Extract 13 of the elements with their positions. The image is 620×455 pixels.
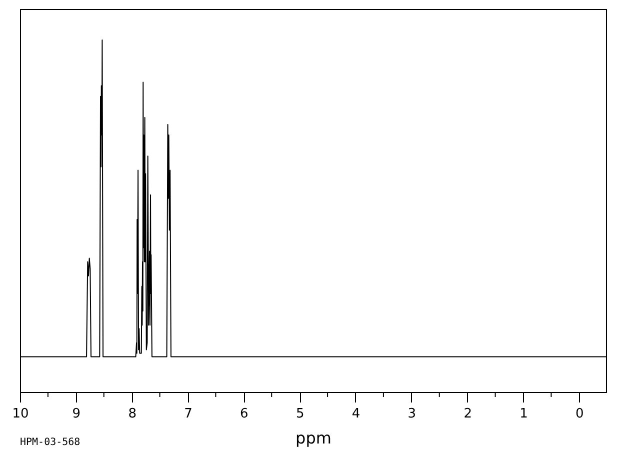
- x-tick-label: 2: [464, 406, 472, 422]
- x-axis-title: ppm: [296, 428, 332, 448]
- text: HPM-03-568: [20, 437, 80, 449]
- x-tick-label: 4: [352, 406, 360, 422]
- x-tick-label: 1: [520, 406, 528, 422]
- x-tick-label: 9: [72, 406, 81, 422]
- x-tick-label: 8: [128, 406, 136, 422]
- x-tick-label: 7: [184, 406, 192, 422]
- x-tick-label: 10: [12, 406, 29, 422]
- x-tick-label: 0: [576, 406, 584, 422]
- x-tick-label: 6: [240, 406, 248, 422]
- x-tick-label: 3: [408, 406, 416, 422]
- x-tick-label: 5: [296, 406, 304, 422]
